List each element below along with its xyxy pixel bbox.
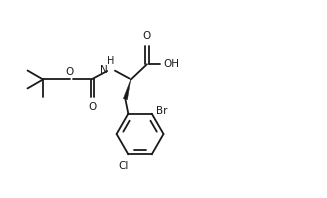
Text: O: O (66, 67, 74, 77)
Text: OH: OH (164, 59, 180, 69)
Text: O: O (143, 31, 151, 41)
Polygon shape (123, 79, 131, 100)
Text: O: O (89, 102, 97, 112)
Text: H: H (107, 56, 115, 66)
Text: Br: Br (156, 106, 167, 116)
Text: N: N (100, 65, 108, 75)
Text: Cl: Cl (118, 162, 129, 171)
